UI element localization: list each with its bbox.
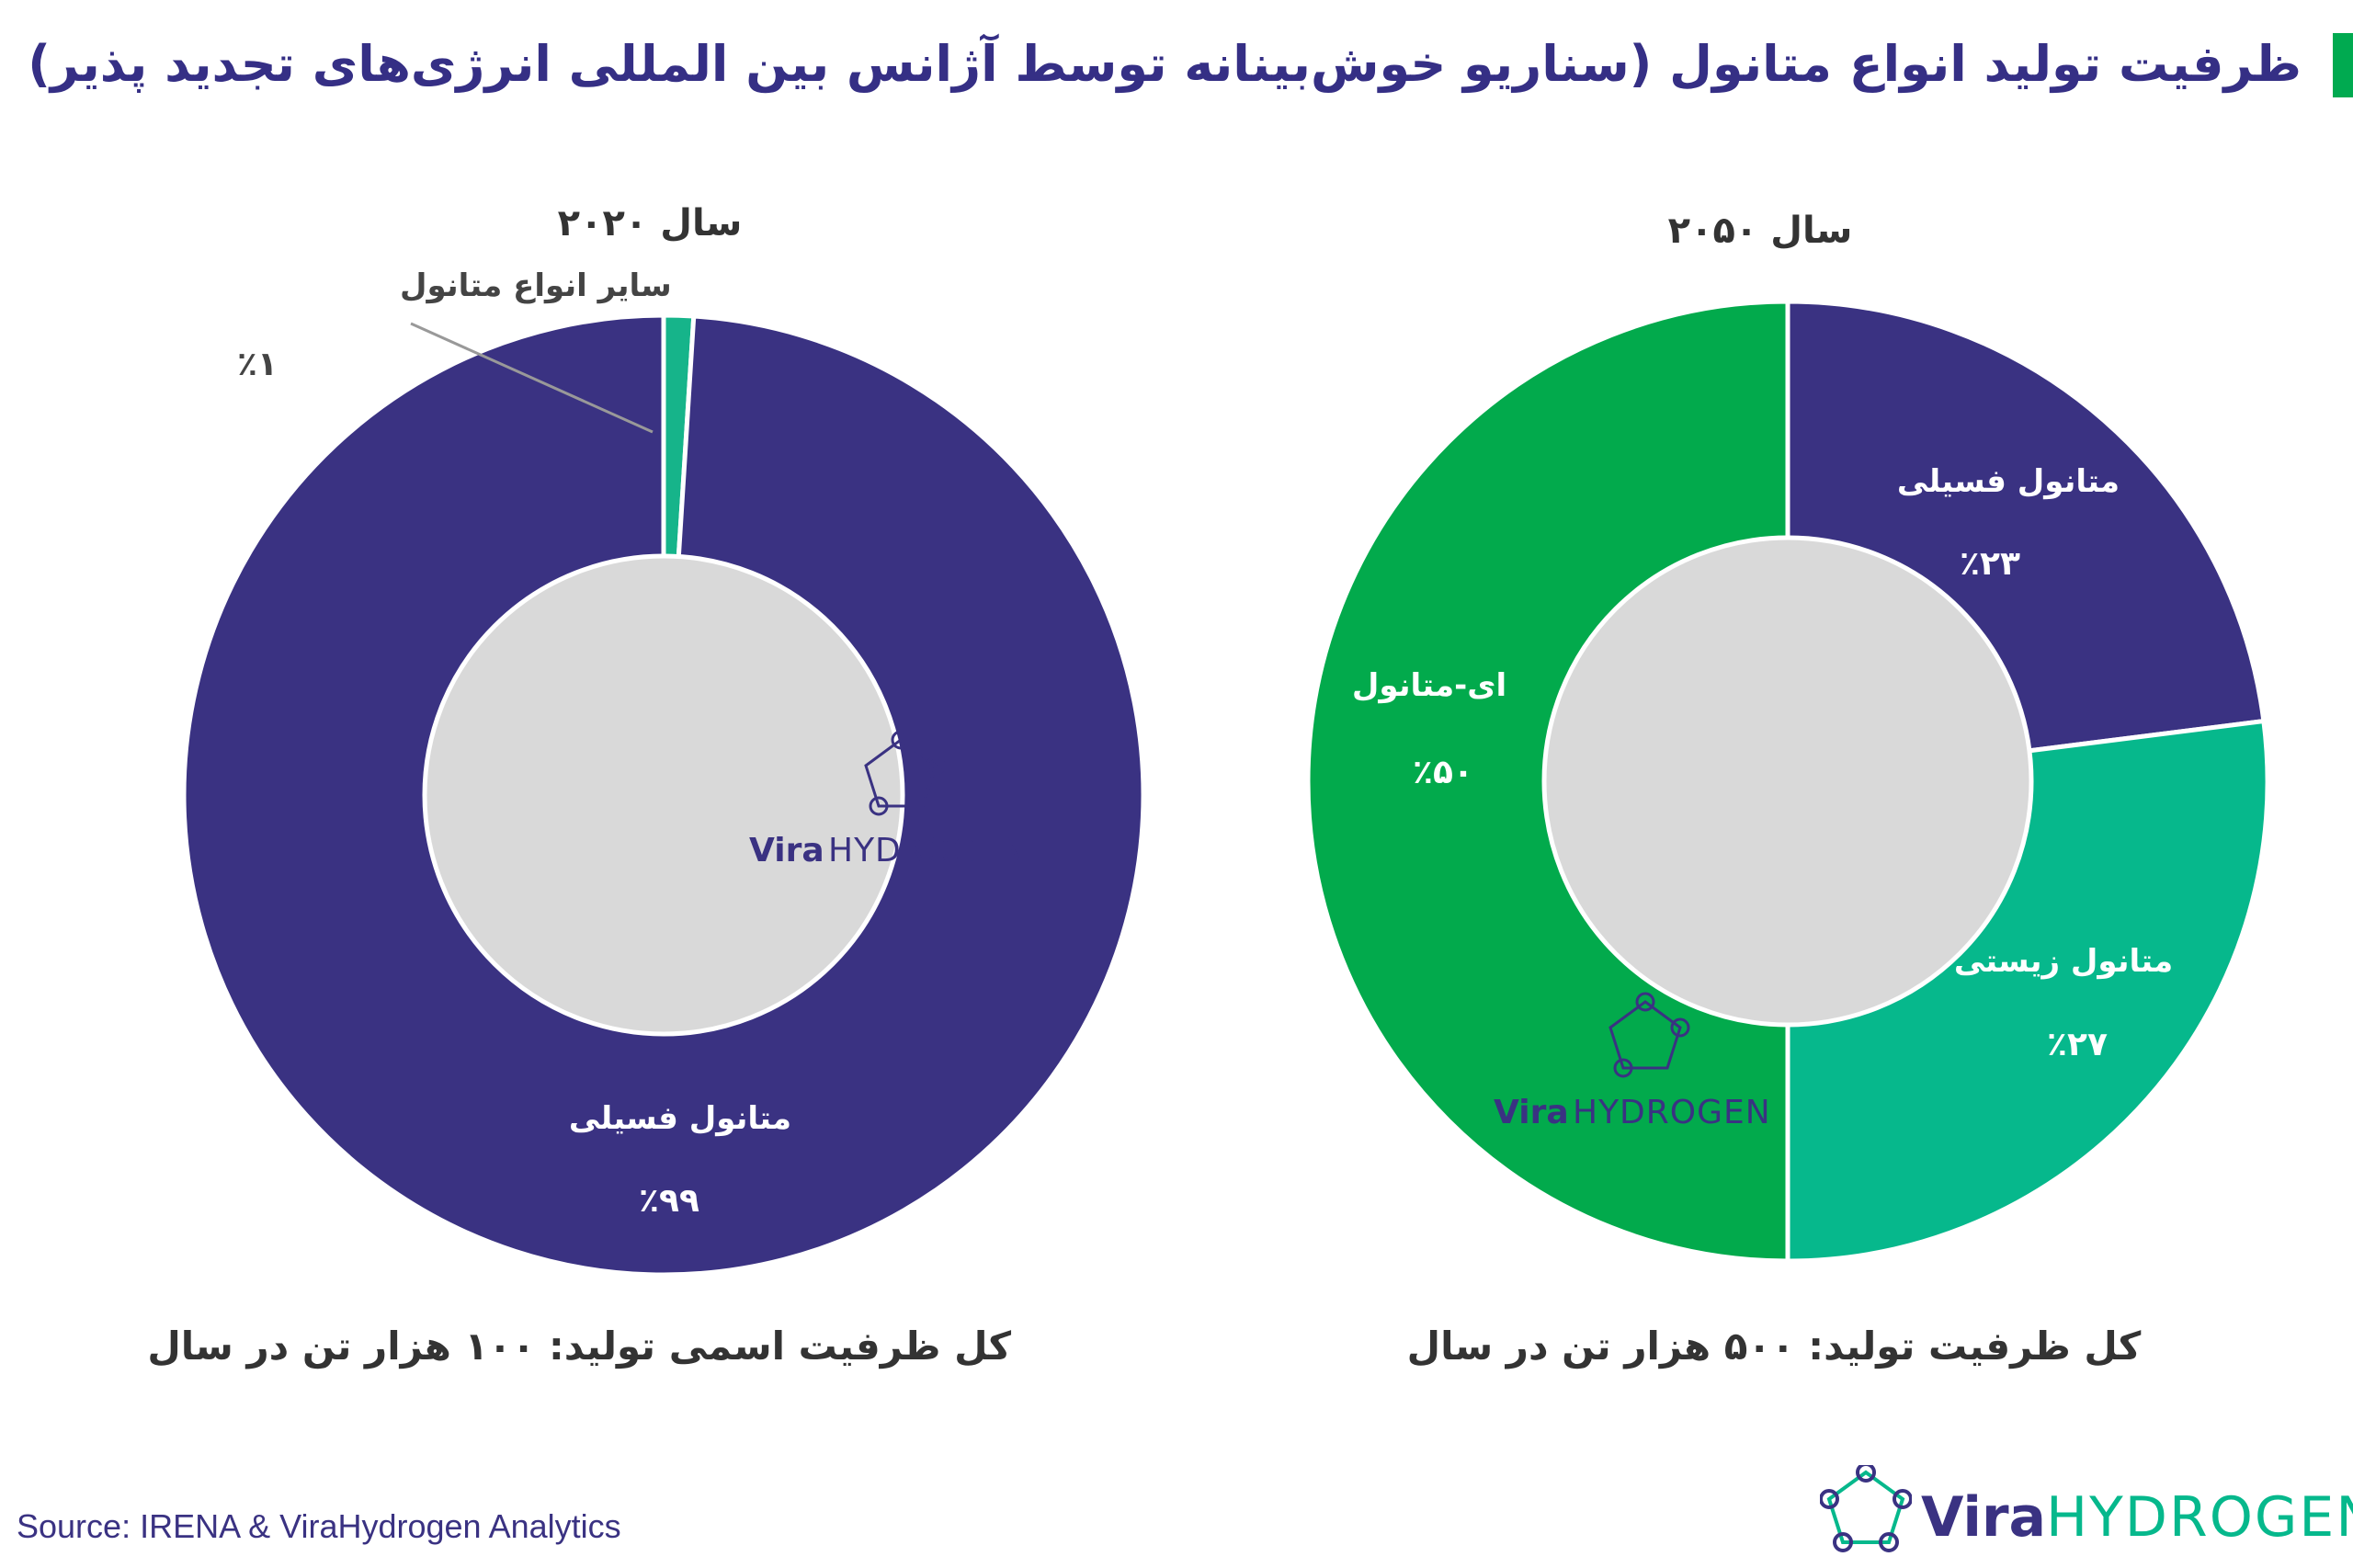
footer-logo: ViraHYDROGEN <box>1820 1461 2353 1562</box>
slice-pct-bio-methanol: ٪۲۷ <box>2047 1026 2108 1063</box>
slice-pct-other-methanol: ٪۱ <box>237 346 278 383</box>
watermark-pentagon-icon <box>864 730 946 816</box>
donut-hole-2050 <box>1541 535 2034 1028</box>
watermark-brand-bold: Vira <box>1494 1094 1569 1131</box>
chart-title-2020: سال ۲۰۲۰ <box>558 202 743 244</box>
slice-label-fossil-2050: متانول فسیلی <box>1897 463 2120 500</box>
slice-label-fossil-2020: متانول فسیلی <box>569 1100 791 1137</box>
donut-chart-2020: سال ۲۰۲۰ سایر انواع متانول ٪۱ متانول فسی… <box>181 202 1146 1278</box>
leader-line-other-methanol <box>410 322 654 434</box>
logo-brand-light: HYDROGEN <box>2046 1485 2353 1550</box>
slice-pct-fossil-2020: ٪۹۹ <box>639 1182 699 1220</box>
total-capacity-2020: کل ظرفیت اسمی تولید: ۱۰۰ هزار تن در سال <box>147 1324 1011 1369</box>
slice-label-other-methanol: سایر انواع متانول <box>400 267 672 304</box>
page-title: ظرفیت تولید انواع متانول (سناریو خوش‌بین… <box>28 35 2302 93</box>
watermark-brand-light: HYDROGEN <box>828 832 1027 869</box>
watermark-brand-light: HYDROGEN <box>1573 1094 1771 1131</box>
slice-pct-e-methanol: ٪۵۰ <box>1413 754 1473 791</box>
watermark-pentagon-icon <box>1608 992 1690 1078</box>
logo-pentagon-icon <box>1820 1465 1912 1552</box>
logo-brand-bold: Vira <box>1921 1485 2047 1550</box>
slice-label-e-methanol: ای-متانول <box>1352 667 1506 704</box>
donut-chart-2050: سال ۲۰۵۰ متانول فسیلی ٪۲۳ متانول زیستی ٪… <box>1305 210 2270 1264</box>
donut-hole-2020 <box>422 553 905 1037</box>
watermark-logo-2020: Vira HYDROGEN <box>749 730 1027 869</box>
total-capacity-2050: کل ظرفیت تولید: ۵۰۰ هزار تن در سال <box>1406 1324 2142 1369</box>
source-note: Source: IRENA & ViraHydrogen Analytics <box>17 1507 621 1545</box>
slice-label-bio-methanol: متانول زیستی <box>1954 943 2173 980</box>
chart-title-2050: سال ۲۰۵۰ <box>1668 210 1853 252</box>
slice-pct-fossil-2050: ٪۲۳ <box>1960 545 2020 583</box>
title-accent-bar <box>2333 33 2353 97</box>
watermark-logo-2050: Vira HYDROGEN <box>1494 992 1771 1131</box>
watermark-brand-bold: Vira <box>749 832 824 869</box>
